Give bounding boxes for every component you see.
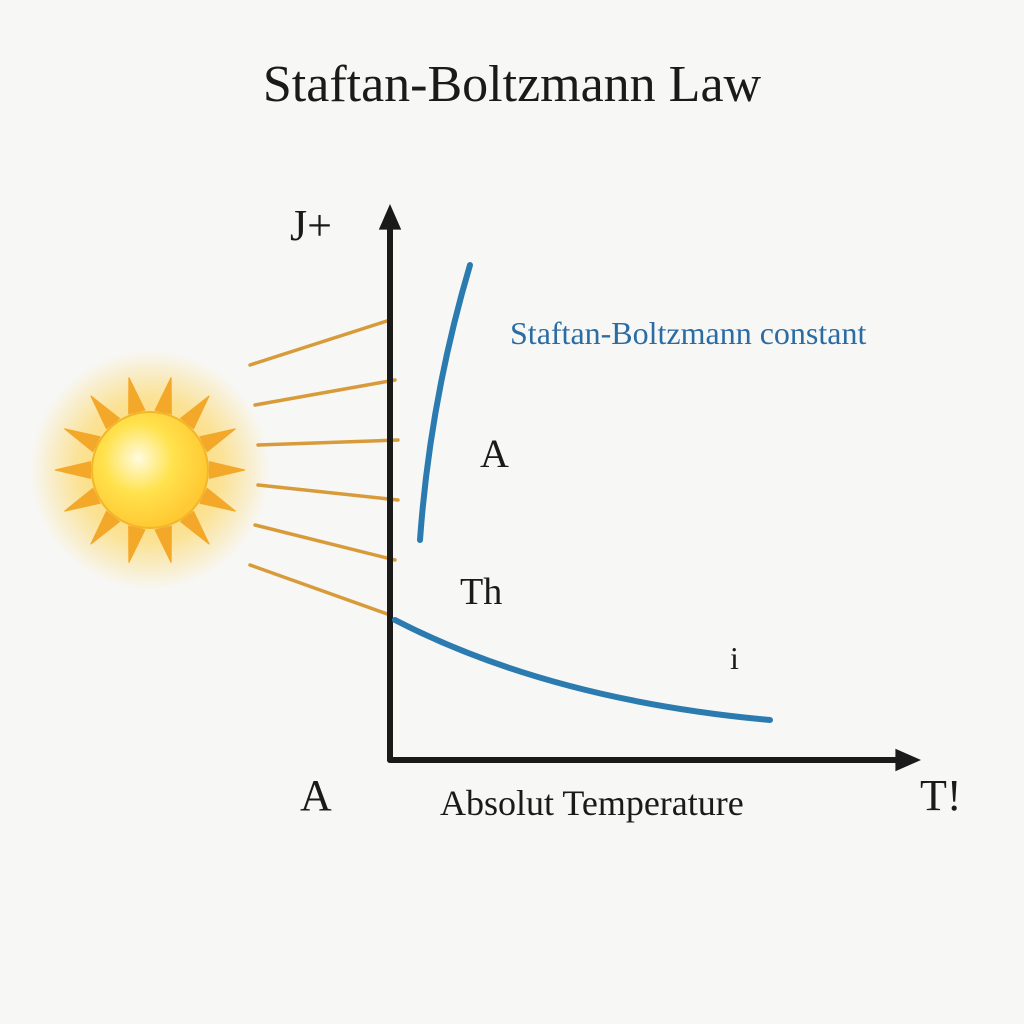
diagram-canvas: Staftan-Boltzmann Law J+ xyxy=(0,0,1024,1024)
curve-label-i: i xyxy=(730,640,739,677)
sun-core xyxy=(92,412,208,528)
diagram-svg xyxy=(0,0,1024,1024)
radiation-rays xyxy=(250,320,398,615)
y-axis-label: J+ xyxy=(290,200,332,251)
constant-label: Staftan-Boltzmann constant xyxy=(510,315,866,352)
x-axis-label-t: T! xyxy=(920,770,962,821)
curve-upper xyxy=(420,265,470,540)
curve-lower xyxy=(395,620,770,720)
curve-label-th: Th xyxy=(460,570,502,614)
origin-label-a: A xyxy=(300,770,332,821)
curve-label-a: A xyxy=(480,430,509,477)
x-axis-name: Absolut Temperature xyxy=(440,782,744,824)
